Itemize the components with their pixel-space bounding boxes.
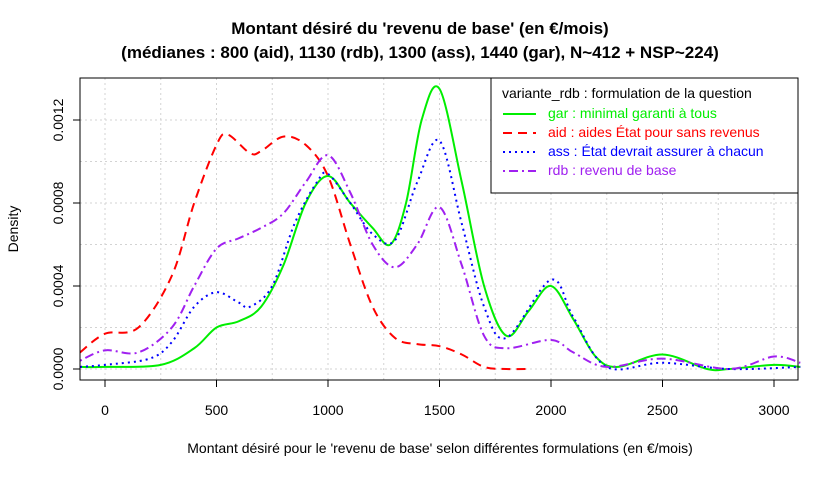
- legend-title: variante_rdb : formulation de la questio…: [502, 85, 752, 101]
- plot-frame: [79, 77, 799, 381]
- chart-title: Montant désiré du 'revenu de base' (en €…: [231, 19, 608, 38]
- x-tick-label: 500: [205, 402, 229, 418]
- legend-box: [490, 77, 799, 194]
- x-tick-label: 2000: [535, 402, 566, 418]
- legend-label: ass : État devrait assurer à chacun: [548, 143, 764, 159]
- x-axis-label: Montant désiré pour le 'revenu de base' …: [187, 440, 692, 456]
- series-line-rdb: [79, 154, 801, 371]
- y-tick-label: 0.0004: [50, 264, 66, 307]
- series-line-aid: [79, 132, 529, 371]
- legend-label: gar : minimal garanti à tous: [548, 105, 717, 121]
- legend-label: aid : aides État pour sans revenus: [548, 124, 760, 140]
- x-tick-label: 1500: [424, 402, 455, 418]
- x-tick-label: 1000: [312, 402, 343, 418]
- y-tick-label: 0.0008: [50, 181, 66, 224]
- x-tick-label: 0: [101, 402, 109, 418]
- y-tick-label: 0.0012: [50, 98, 66, 141]
- x-tick-label: 2500: [647, 402, 678, 418]
- y-axis-label: Density: [5, 206, 21, 253]
- x-tick-label: 3000: [758, 402, 789, 418]
- chart-subtitle: (médianes : 800 (aid), 1130 (rdb), 1300 …: [121, 43, 719, 62]
- legend: variante_rdb : formulation de la questio…: [490, 77, 799, 194]
- series-lines: [79, 85, 801, 372]
- legend-label: rdb : revenu de base: [548, 162, 677, 178]
- y-tick-label: 0.0000: [50, 347, 66, 390]
